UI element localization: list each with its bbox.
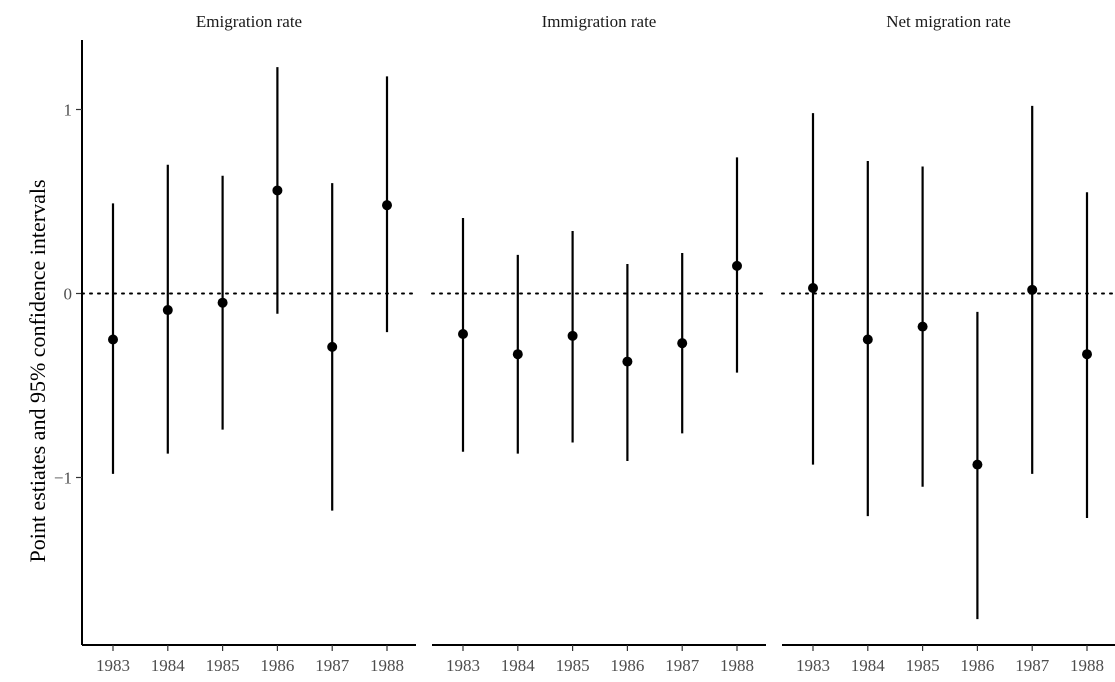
point-estimate [732,260,742,271]
x-tick-label: 1984 [501,656,536,675]
point-estimate [972,459,983,470]
point-estimate [622,356,633,367]
y-tick-label: 0 [64,285,73,304]
panel-title: Net migration rate [886,12,1011,31]
y-tick-label: −1 [54,469,72,488]
point-estimate [272,185,283,196]
x-tick-label: 1985 [906,656,940,675]
x-tick-label: 1988 [370,656,404,675]
panel-title: Immigration rate [542,12,657,31]
point-estimate [108,334,118,345]
x-tick-label: 1983 [446,656,480,675]
x-tick-label: 1985 [556,656,590,675]
x-tick-label: 1986 [610,656,644,675]
y-axis-label: Point estiates and 95% confidence interv… [25,179,50,562]
x-tick-label: 1984 [851,656,886,675]
y-tick-label: 1 [64,101,73,120]
point-estimate [327,341,338,352]
panel-title: Emigration rate [196,12,302,31]
x-tick-label: 1987 [665,656,700,675]
point-estimate [217,297,228,308]
x-tick-label: 1988 [720,656,754,675]
x-tick-label: 1988 [1070,656,1104,675]
point-estimate [162,305,173,316]
x-tick-label: 1985 [206,656,240,675]
point-estimate [382,200,392,211]
point-estimate [1027,284,1038,295]
x-tick-label: 1987 [1015,656,1050,675]
point-estimate [917,321,928,332]
point-estimate [808,282,818,293]
point-estimate [567,330,578,341]
point-estimate [862,334,873,345]
point-estimate [677,338,688,349]
x-tick-label: 1983 [96,656,130,675]
point-estimate [1082,349,1092,360]
point-estimate [458,328,468,339]
x-tick-label: 1986 [960,656,994,675]
point-estimate [512,349,523,360]
x-tick-label: 1987 [315,656,350,675]
x-tick-label: 1984 [151,656,186,675]
x-tick-label: 1986 [260,656,294,675]
x-tick-label: 1983 [796,656,830,675]
